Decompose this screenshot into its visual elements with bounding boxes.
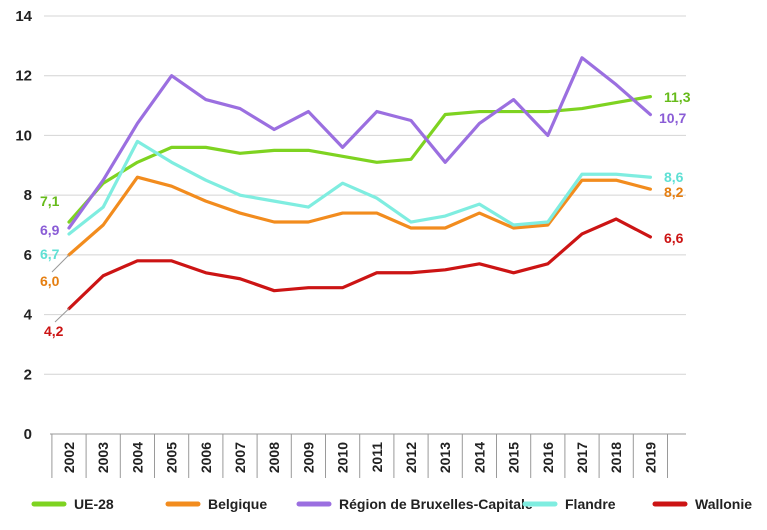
leader-line xyxy=(54,308,70,323)
legend-label: Région de Bruxelles-Capitale xyxy=(339,496,533,512)
x-tick-label: 2002 xyxy=(61,442,77,473)
x-tick-label: 2014 xyxy=(471,442,487,473)
series-line-flandre xyxy=(67,139,653,236)
y-tick-label: 12 xyxy=(15,68,32,85)
x-tick-label: 2010 xyxy=(335,442,351,473)
x-tick-label: 2008 xyxy=(266,442,282,473)
series-lines xyxy=(67,56,653,311)
series-line-wallonie xyxy=(67,217,653,311)
y-axis: 0 2 4 6 8 10 12 14 xyxy=(15,8,32,443)
start-data-label: 6,7 xyxy=(40,246,60,262)
end-data-label: 8,2 xyxy=(664,184,684,200)
y-tick-label: 8 xyxy=(24,187,32,204)
end-data-label: 10,7 xyxy=(659,110,686,126)
x-tick-label: 2003 xyxy=(95,442,111,473)
x-tick-label: 2013 xyxy=(437,442,453,473)
legend-label: Wallonie xyxy=(695,496,752,512)
y-tick-label: 14 xyxy=(15,8,32,25)
start-data-label: 4,2 xyxy=(44,323,64,339)
y-tick-label: 0 xyxy=(24,426,32,443)
x-tick-label: 2015 xyxy=(506,442,522,473)
legend-label: UE-28 xyxy=(74,496,114,512)
x-tick-label: 2012 xyxy=(403,442,419,473)
series-line-belgique xyxy=(67,175,653,257)
gridlines xyxy=(44,15,686,375)
end-data-label: 8,6 xyxy=(664,169,684,185)
y-tick-label: 10 xyxy=(15,127,32,144)
x-tick-label: 2016 xyxy=(540,442,556,473)
x-tick-label: 2017 xyxy=(574,442,590,473)
x-tick-label: 2004 xyxy=(129,442,145,473)
y-tick-label: 6 xyxy=(24,247,32,264)
x-tick-label: 2006 xyxy=(198,442,214,473)
legend-label: Flandre xyxy=(565,496,616,512)
start-data-label: 6,9 xyxy=(40,222,60,238)
x-tick-label: 2011 xyxy=(369,442,385,473)
start-data-label: 6,0 xyxy=(40,273,60,289)
data-labels: 7,1 11,3 6,0 8,2 6,9 10,7 6,7 8,6 4,2 6,6 xyxy=(40,89,691,339)
y-tick-label: 4 xyxy=(24,307,33,324)
start-data-label: 7,1 xyxy=(40,193,60,209)
series-line-r-gion-de-bruxelles-capitale xyxy=(67,56,653,230)
x-tick-label: 2019 xyxy=(642,442,658,473)
end-data-label: 11,3 xyxy=(664,89,691,105)
x-tick-label: 2007 xyxy=(232,442,248,473)
y-tick-label: 2 xyxy=(24,366,32,383)
series-line-ue-28 xyxy=(67,95,653,224)
x-tick-label: 2005 xyxy=(164,442,180,473)
legend: UE-28 Belgique Région de Bruxelles-Capital… xyxy=(31,496,752,512)
leader-line xyxy=(51,254,70,273)
legend-label: Belgique xyxy=(208,496,267,512)
x-tick-label: 2018 xyxy=(608,442,624,473)
x-tick-label: 2009 xyxy=(300,442,316,473)
x-axis: 2002 2003 2004 2005 2006 2007 2008 2009 2010 2011… xyxy=(50,433,686,478)
end-data-label: 6,6 xyxy=(664,230,684,246)
